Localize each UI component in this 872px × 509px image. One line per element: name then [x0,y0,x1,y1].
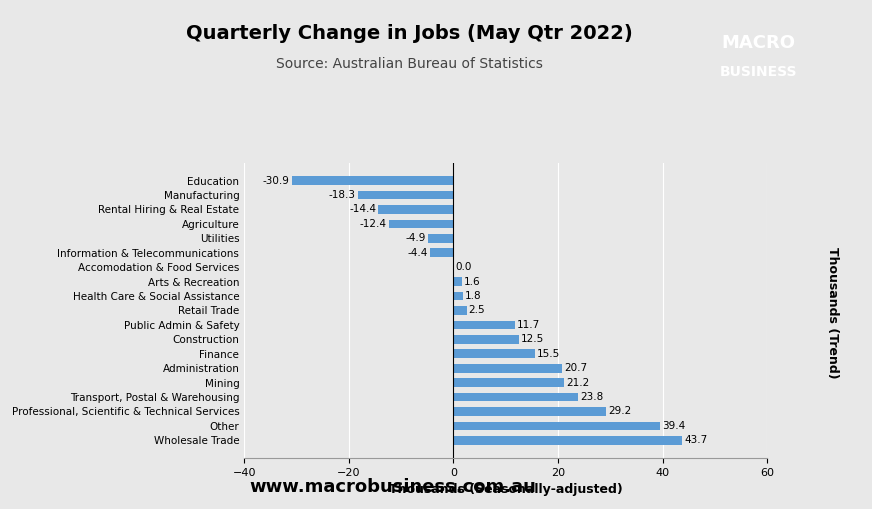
Bar [453,364,562,373]
Text: 1.8: 1.8 [465,291,481,301]
Text: -12.4: -12.4 [359,219,386,229]
Bar [453,321,514,329]
Text: BUSINESS: BUSINESS [720,65,797,79]
Bar [453,378,564,387]
Text: Source: Australian Bureau of Statistics: Source: Australian Bureau of Statistics [276,56,543,71]
Text: 15.5: 15.5 [536,349,560,359]
Bar [358,191,453,200]
Text: 0.0: 0.0 [455,262,472,272]
Text: 1.6: 1.6 [464,276,480,287]
Text: 11.7: 11.7 [517,320,540,330]
Text: Thousands (Trend): Thousands (Trend) [827,247,839,379]
Text: 29.2: 29.2 [609,407,631,416]
Bar [453,350,535,358]
Bar [453,393,578,402]
Text: 12.5: 12.5 [521,334,544,345]
Bar [453,306,467,315]
Bar [453,277,462,286]
X-axis label: Thousands (Seasonally-adjusted): Thousands (Seasonally-adjusted) [389,484,623,496]
Bar [292,176,453,185]
Bar [431,248,453,257]
Bar [389,219,453,228]
Text: -18.3: -18.3 [329,190,356,200]
Text: 20.7: 20.7 [564,363,587,373]
Text: 23.8: 23.8 [580,392,603,402]
Bar [453,407,606,416]
Bar [378,205,453,214]
Text: 21.2: 21.2 [567,378,589,388]
Text: www.macrobusiness.com.au: www.macrobusiness.com.au [249,478,535,496]
Bar [453,292,463,300]
Text: 43.7: 43.7 [685,435,707,445]
Text: -4.9: -4.9 [405,233,426,243]
Bar [453,335,519,344]
Bar [428,234,453,243]
Text: 2.5: 2.5 [468,305,485,316]
Text: Quarterly Change in Jobs (May Qtr 2022): Quarterly Change in Jobs (May Qtr 2022) [187,23,633,43]
Bar [453,436,682,445]
Text: -14.4: -14.4 [349,205,376,214]
Bar [453,421,659,430]
Text: MACRO: MACRO [722,34,795,52]
Text: -30.9: -30.9 [262,176,290,186]
Text: -4.4: -4.4 [408,248,428,258]
Text: 39.4: 39.4 [662,421,685,431]
